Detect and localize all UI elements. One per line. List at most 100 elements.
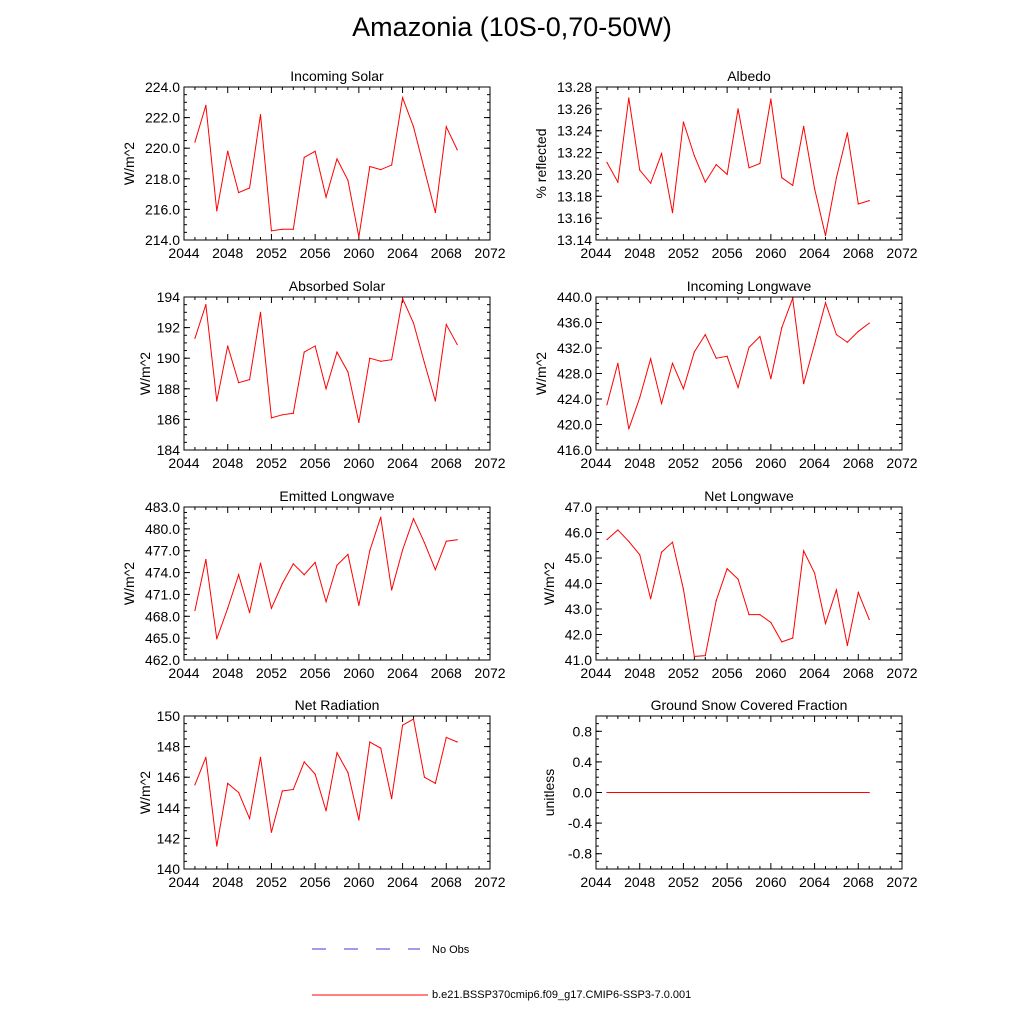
x-tick-label: 2052 — [668, 874, 699, 890]
data-point — [456, 741, 458, 743]
x-tick-label: 2044 — [168, 245, 199, 261]
y-tick-label: 150 — [157, 708, 181, 724]
data-point — [639, 791, 641, 794]
data-point — [434, 569, 436, 571]
data-point — [303, 574, 305, 576]
y-tick-label: 440.0 — [557, 289, 592, 305]
x-tick-label: 2052 — [256, 874, 287, 890]
data-point — [835, 334, 838, 336]
data-point — [628, 791, 630, 794]
y-tick-label: 146 — [157, 769, 181, 785]
data-point — [781, 791, 783, 794]
data-point — [227, 150, 229, 152]
plot-frame — [183, 296, 491, 451]
x-tick-label: 2064 — [799, 665, 830, 681]
data-point — [715, 791, 717, 794]
data-point — [401, 97, 404, 99]
data-point — [401, 297, 404, 300]
data-point — [617, 529, 619, 531]
data-point — [792, 791, 794, 794]
data-point — [303, 156, 305, 158]
y-tick-label: 47.0 — [565, 499, 592, 515]
data-point — [748, 346, 750, 348]
data-point — [391, 798, 393, 800]
data-point — [216, 638, 218, 640]
data-point — [715, 163, 717, 166]
y-tick-label: 424.0 — [557, 391, 592, 407]
x-tick-label: 2056 — [300, 245, 331, 261]
y-tick-label: 13.16 — [557, 210, 592, 226]
panel-0: 2044 2048 2052 2056 2060 2064 2068 2072 214.0 216… — [121, 68, 506, 261]
x-tick-label: 2072 — [474, 245, 505, 261]
data-point — [303, 351, 305, 353]
x-tick-label: 2044 — [168, 874, 199, 890]
y-tick-label: 186 — [157, 411, 181, 427]
x-tick-label: 2044 — [580, 245, 611, 261]
data-point — [682, 791, 685, 794]
panel-title: Incoming Longwave — [687, 278, 812, 294]
y-tick-label: 432.0 — [557, 340, 592, 356]
y-tick-label: 45.0 — [565, 550, 592, 566]
x-tick-label: 2068 — [431, 665, 462, 681]
x-tick-label: 2068 — [843, 245, 874, 261]
data-point — [803, 125, 805, 127]
y-tick-label: 214.0 — [145, 232, 180, 248]
data-point — [238, 382, 240, 384]
data-point — [824, 622, 827, 625]
data-point — [682, 588, 685, 590]
data-point — [248, 612, 251, 614]
data-point — [292, 563, 294, 565]
data-point — [737, 791, 739, 794]
data-point — [792, 184, 794, 186]
data-point — [292, 412, 294, 414]
data-point — [412, 718, 415, 720]
y-tick-label: 13.26 — [557, 101, 592, 117]
y-tick-label: 468.0 — [145, 608, 180, 624]
plot-frame — [595, 86, 903, 241]
x-tick-label: 2044 — [168, 665, 199, 681]
x-tick-label: 2064 — [387, 874, 418, 890]
data-point — [770, 378, 772, 380]
y-axis-label: W/m^2 — [533, 352, 549, 395]
y-tick-label: 471.0 — [145, 586, 180, 602]
data-point — [292, 228, 294, 230]
x-tick-label: 2060 — [343, 455, 374, 471]
y-tick-label: 428.0 — [557, 366, 592, 382]
y-tick-label: 462.0 — [145, 652, 180, 668]
data-point — [259, 756, 262, 758]
data-point — [639, 554, 641, 556]
data-point — [369, 357, 371, 359]
y-tick-label: 190 — [157, 350, 181, 366]
data-point — [606, 791, 608, 794]
data-point — [857, 203, 859, 205]
y-axis-label: W/m^2 — [121, 142, 137, 185]
y-tick-label: 140 — [157, 861, 181, 877]
x-tick-label: 2056 — [712, 874, 743, 890]
data-point — [770, 621, 772, 624]
data-point — [270, 417, 273, 419]
data-point — [325, 601, 327, 603]
data-point — [281, 414, 283, 416]
x-tick-label: 2052 — [668, 455, 699, 471]
page-title: Amazonia (10S-0,70-50W) — [352, 12, 672, 42]
data-point — [194, 784, 196, 786]
data-point — [314, 150, 316, 152]
data-point — [748, 791, 750, 794]
data-point — [281, 790, 283, 792]
data-point — [824, 302, 827, 304]
y-tick-label: 0.8 — [573, 723, 593, 739]
data-point — [671, 541, 674, 543]
series-line — [194, 718, 458, 847]
y-tick-label: 465.0 — [145, 630, 180, 646]
data-point — [227, 607, 229, 609]
data-point — [205, 304, 207, 306]
y-tick-label: 142 — [157, 830, 181, 846]
data-point — [238, 791, 240, 794]
data-point — [803, 791, 805, 794]
data-point — [737, 578, 739, 580]
y-tick-label: 480.0 — [145, 521, 180, 537]
y-tick-label: -0.8 — [568, 846, 592, 862]
y-tick-label: 42.0 — [565, 627, 592, 643]
data-point — [792, 297, 794, 299]
data-point — [205, 104, 207, 106]
